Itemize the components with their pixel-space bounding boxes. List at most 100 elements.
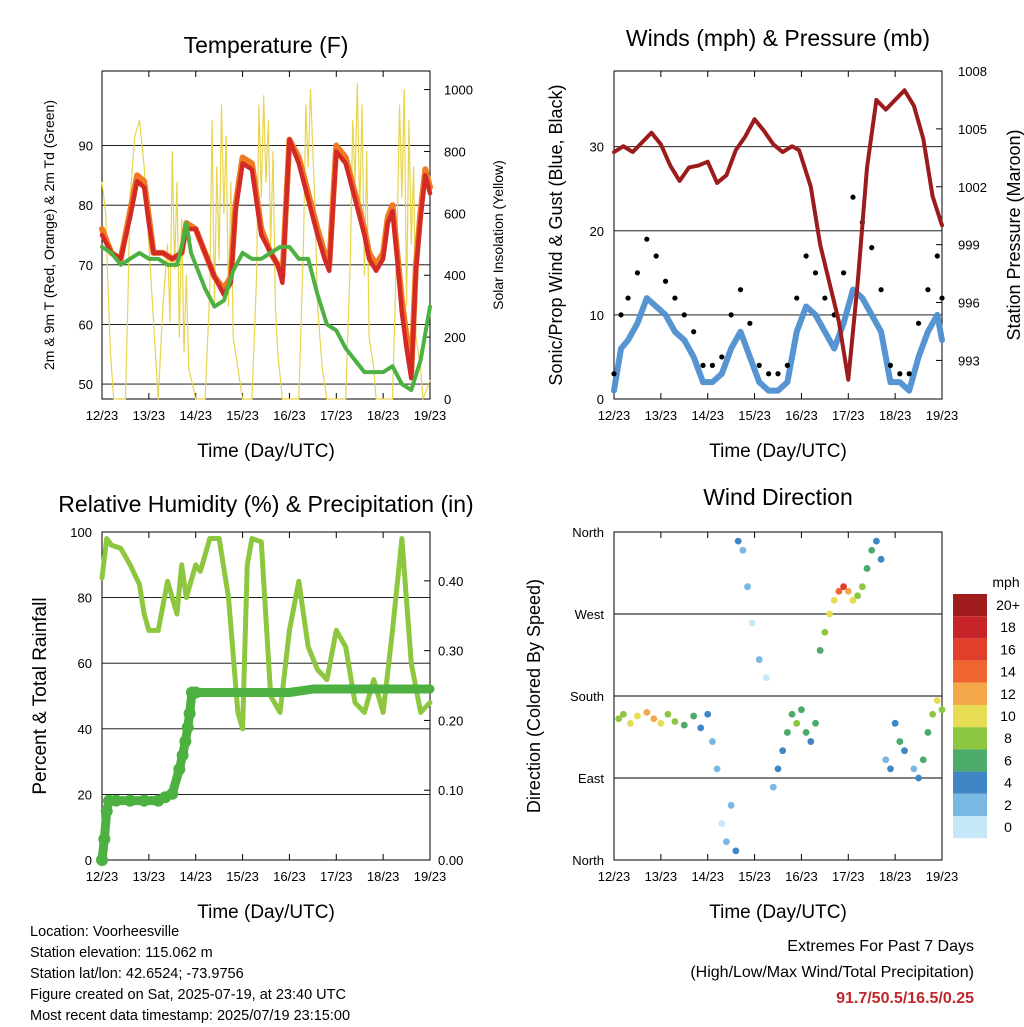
gust-point (766, 371, 772, 377)
gust-point (775, 371, 781, 377)
gust-point (850, 194, 856, 200)
gust-point (728, 312, 734, 318)
legend-label: 20+ (996, 597, 1020, 613)
direction-point (835, 587, 843, 595)
x-tick-label: 12/23 (86, 408, 119, 423)
direction-point (634, 712, 641, 720)
gust-point (672, 295, 678, 301)
direction-point (812, 719, 819, 727)
legend-label: 0 (1004, 819, 1012, 835)
series-relative-humidity (99, 536, 433, 732)
x-tick-label: 12/23 (598, 869, 631, 884)
gust-point (803, 253, 809, 259)
y-tick-label: North (572, 525, 604, 540)
x-tick-label: 13/23 (133, 869, 166, 884)
legend-label: 12 (1000, 686, 1016, 702)
chart-title: Relative Humidity (%) & Precipitation (i… (58, 491, 473, 517)
x-tick-label: 14/23 (179, 869, 212, 884)
extremes-values: 91.7/50.5/16.5/0.25 (836, 990, 974, 1007)
precip-point (179, 735, 192, 748)
gust-point (887, 362, 894, 368)
direction-point (933, 697, 941, 704)
x-tick-label: 18/23 (879, 869, 912, 884)
precip-point (138, 794, 151, 807)
legend-swatch (953, 749, 987, 772)
y-right-tick-label: 0.40 (438, 574, 463, 589)
series-solar-insolation (101, 82, 431, 400)
y-axis-label: 2m & 9m T (Red, Orange) & 2m Td (Green) (41, 100, 57, 370)
direction-point (924, 729, 932, 736)
gust-point (939, 295, 945, 301)
direction-point (844, 587, 852, 595)
y-tick-label: 80 (79, 198, 93, 213)
gust-point (812, 270, 819, 276)
direction-point (793, 719, 801, 727)
direction-point (650, 715, 658, 723)
direction-point (938, 706, 946, 714)
chart-title: Wind Direction (703, 484, 853, 510)
precip-point (183, 707, 196, 720)
x-tick-label: 13/23 (645, 869, 678, 884)
y-right-tick-label: 0.30 (438, 644, 463, 659)
gust-point (737, 287, 744, 293)
direction-point (854, 592, 862, 600)
legend-swatch (953, 771, 987, 794)
y-axis-label: Sonic/Prop Wind & Gust (Blue, Black) (546, 84, 566, 385)
direction-point (718, 820, 726, 827)
direction-point (783, 729, 791, 736)
direction-point (643, 709, 651, 716)
station-latlon: Station lat/lon: 42.6524; -73.9756 (30, 966, 244, 982)
direction-point (910, 765, 918, 773)
x-tick-label: 15/23 (226, 408, 259, 423)
legend-swatch (953, 594, 987, 617)
legend-swatch (953, 616, 987, 639)
gust-point (747, 320, 753, 326)
station-location: Location: Voorheesville (30, 924, 180, 940)
direction-point (709, 738, 716, 745)
x-tick-label: 17/23 (320, 408, 353, 423)
gust-point (618, 312, 624, 318)
x-tick-label: 14/23 (179, 408, 212, 423)
direction-point (779, 747, 787, 755)
chart-title: Winds (mph) & Pressure (mb) (626, 25, 930, 51)
x-tick-label: 16/23 (785, 869, 818, 884)
legend-label: 14 (1000, 664, 1016, 680)
precip-point (96, 854, 108, 866)
direction-point (734, 537, 742, 545)
gust-point (611, 371, 617, 377)
x-axis-label: Time (Day/UTC) (709, 441, 847, 462)
x-tick-label: 15/23 (738, 408, 771, 423)
precip-point (124, 794, 137, 807)
y-tick-label: East (578, 771, 604, 786)
x-tick-label: 18/23 (367, 408, 400, 423)
gust-point (691, 329, 697, 335)
direction-point (713, 765, 721, 773)
extremes-heading: Extremes For Past 7 Days (787, 938, 974, 955)
x-tick-label: 14/23 (691, 869, 724, 884)
gust-point (756, 362, 762, 368)
legend-swatch (953, 727, 987, 750)
x-tick-label: 14/23 (691, 408, 724, 423)
precip-point (176, 749, 189, 762)
gust-point (897, 371, 903, 377)
x-tick-label: 15/23 (738, 869, 771, 884)
series-station-pressure (612, 88, 944, 382)
legend-label: 8 (1004, 730, 1012, 746)
direction-point (671, 718, 679, 725)
series-precipitation (97, 684, 435, 865)
gust-point (906, 371, 912, 377)
precip-point (166, 787, 179, 800)
y-right-tick-label: 999 (958, 238, 980, 253)
precip-point (110, 794, 123, 807)
direction-point (755, 656, 763, 663)
direction-point (915, 774, 922, 782)
gust-point (784, 362, 790, 368)
y-tick-label: 20 (590, 224, 604, 239)
direction-point (868, 546, 876, 554)
legend-swatch (953, 705, 987, 728)
gust-point (709, 362, 716, 368)
direction-point (627, 719, 634, 727)
chart-title: Temperature (F) (184, 32, 349, 58)
gust-point (653, 253, 659, 259)
precip-point (189, 686, 202, 699)
